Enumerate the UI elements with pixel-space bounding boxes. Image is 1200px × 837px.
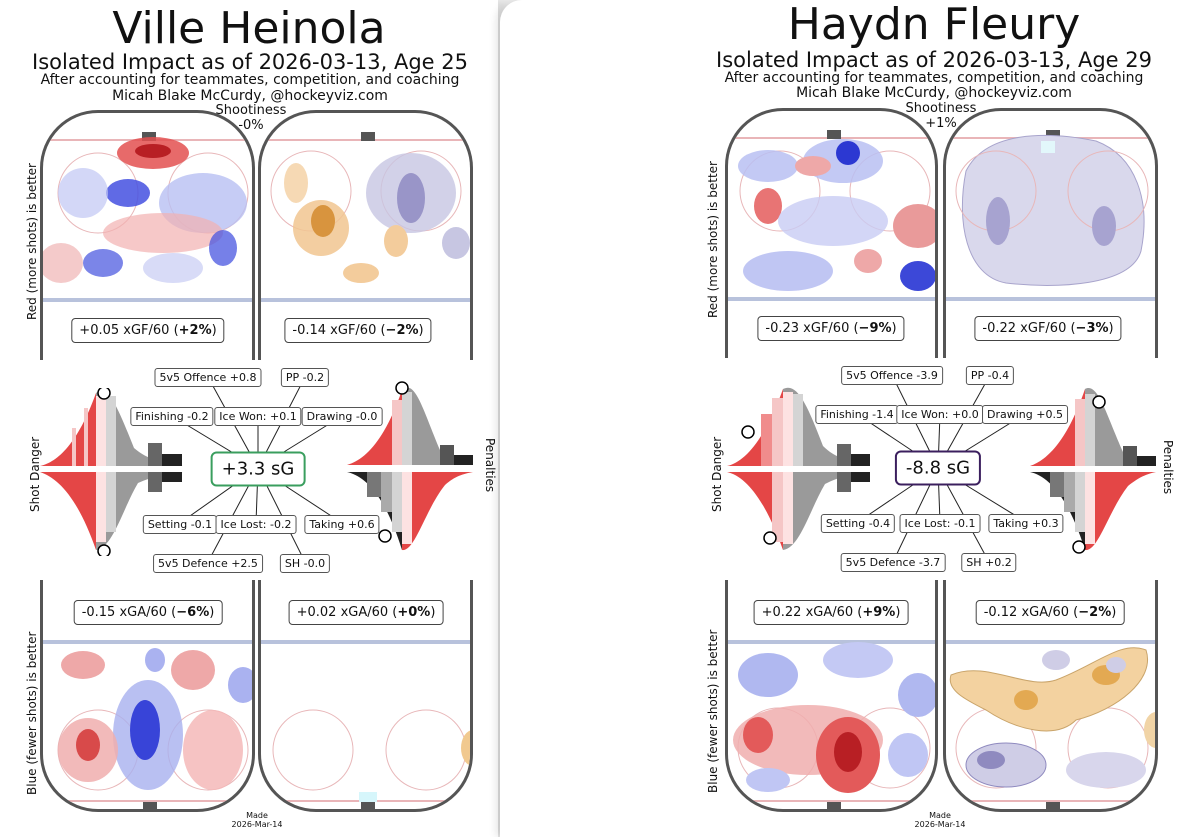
blue-better-label: Blue (fewer shots) is better (706, 629, 720, 793)
ev-offence-rate: +0.05 xGF/60 (+2%) (71, 318, 225, 343)
pk-defence-rate: -0.12 xGA/60 (−2%) (975, 600, 1125, 625)
credit: Micah Blake McCurdy, @hockeyviz.com (112, 88, 388, 104)
player-name: Ville Heinola (112, 3, 386, 54)
ev-defence-rate: -0.15 xGA/60 (−6%) (73, 600, 223, 625)
red-better-label: Red (more shots) is better (25, 163, 39, 320)
setting-component: Setting -0.1 (142, 515, 218, 534)
player-card-heinola: Ville Heinola Isolated Impact as of 2026… (0, 0, 498, 837)
ev-offence-heatmap (728, 130, 935, 301)
pk-defence-heatmap (261, 640, 470, 809)
ev-defence-heatmap (43, 640, 252, 809)
total-impact: -8.8 sG (894, 450, 982, 486)
shot-danger-against (727, 472, 870, 550)
ev-offence-rate: -0.23 xGF/60 (−9%) (757, 316, 905, 341)
shootiness-label: Shootiness (215, 103, 287, 118)
shot-against-marker (763, 531, 777, 545)
pp-component: PP -0.4 (965, 366, 1015, 385)
pk-defence-heatmap (946, 640, 1155, 809)
penalties-label: Penalties (1161, 440, 1175, 495)
pp-offence-heatmap (946, 130, 1155, 301)
pp-offence-rate: -0.14 xGF/60 (−2%) (284, 318, 432, 343)
finishing-component: Finishing -0.2 (130, 407, 214, 426)
player-name: Haydn Fleury (787, 0, 1081, 50)
pp-component: PP -0.2 (280, 368, 330, 387)
offence-component: 5v5 Offence -3.9 (841, 366, 943, 385)
penalties-taken (347, 472, 473, 551)
red-better-label: Red (more shots) is better (706, 161, 720, 318)
shot-for-marker (741, 425, 755, 439)
penalties-label: Penalties (483, 438, 497, 493)
pp-offence-heatmap (261, 132, 470, 302)
note: After accounting for teammates, competit… (724, 70, 1144, 86)
penalties-distribution (347, 381, 473, 551)
sh-component: SH +0.2 (961, 553, 1017, 572)
subtitle: Isolated Impact as of 2026-03-13, Age 25 (32, 50, 468, 74)
ev-offence-heatmap (43, 132, 252, 302)
sh-component: SH -0.0 (279, 554, 331, 573)
shootiness: Shootiness +1% (905, 101, 977, 132)
pen-taken-marker (378, 529, 392, 543)
shot-danger-for (40, 390, 183, 466)
penalties-distribution (1030, 388, 1156, 554)
shootiness-value: +1% (925, 115, 957, 131)
shootiness-label: Shootiness (905, 101, 977, 116)
finishing-component: Finishing -1.4 (815, 405, 899, 424)
pk-defence-rate: +0.02 xGA/60 (+0%) (288, 600, 444, 625)
taking-component: Taking +0.3 (988, 514, 1064, 533)
blue-better-label: Blue (fewer shots) is better (25, 631, 39, 795)
penalties-taken (1030, 472, 1156, 551)
ice-won-component: Ice Won: +0.1 (214, 407, 302, 426)
pen-drawn-marker (1092, 395, 1106, 409)
shot-for-marker (97, 388, 111, 400)
total-impact: +3.3 sG (210, 451, 306, 487)
shootiness: Shootiness -0% (215, 103, 287, 134)
note: After accounting for teammates, competit… (40, 72, 460, 88)
made-date: Made 2026-Mar-14 (231, 811, 283, 829)
subtitle: Isolated Impact as of 2026-03-13, Age 29 (716, 48, 1152, 72)
drawing-component: Drawing +0.5 (982, 405, 1068, 424)
ice-lost-component: Ice Lost: -0.2 (215, 515, 297, 534)
made-date: Made 2026-Mar-14 (914, 811, 966, 829)
shot-danger-distribution (40, 388, 183, 556)
offence-component: 5v5 Offence +0.8 (154, 368, 262, 387)
player-card-fleury: Haydn Fleury Isolated Impact as of 2026-… (500, 0, 1200, 837)
drawing-component: Drawing -0.0 (301, 407, 383, 426)
shootiness-value: -0% (238, 117, 264, 133)
ice-lost-component: Ice Lost: -0.1 (899, 514, 981, 533)
taking-component: Taking +0.6 (304, 515, 380, 534)
ev-defence-heatmap (728, 640, 935, 809)
setting-component: Setting -0.4 (820, 514, 896, 533)
shot-danger-label: Shot Danger (710, 436, 724, 512)
ice-won-component: Ice Won: +0.0 (896, 405, 984, 424)
credit: Micah Blake McCurdy, @hockeyviz.com (796, 85, 1072, 101)
pen-taken-marker (1072, 540, 1086, 554)
shot-danger-against (40, 472, 183, 550)
penalties-drawn (347, 387, 473, 465)
pen-drawn-marker (395, 381, 409, 395)
shot-against-marker (97, 544, 111, 556)
defence-component: 5v5 Defence -3.7 (840, 553, 946, 572)
ev-defence-rate: +0.22 xGA/60 (+9%) (753, 600, 909, 625)
pp-offence-rate: -0.22 xGF/60 (−3%) (974, 316, 1122, 341)
defence-component: 5v5 Defence +2.5 (153, 554, 263, 573)
